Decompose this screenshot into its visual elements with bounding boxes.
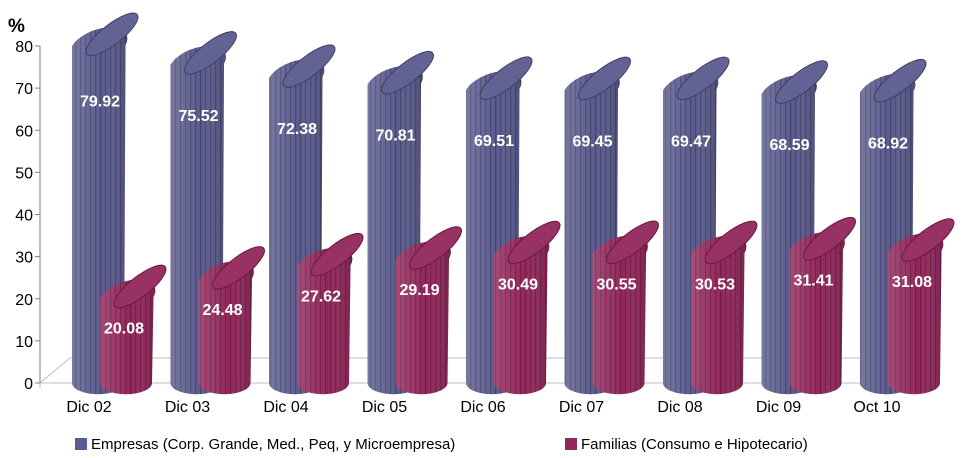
y-tick-label: 80 bbox=[15, 39, 33, 56]
y-tick-label: 40 bbox=[15, 208, 33, 225]
data-label: 70.81 bbox=[375, 128, 415, 145]
data-label: 69.47 bbox=[671, 133, 711, 150]
y-tick-label: 70 bbox=[15, 81, 33, 98]
x-tick-label: Dic 09 bbox=[756, 399, 801, 416]
legend-label-1: Empresas (Corp. Grande, Med., Peq, y Mic… bbox=[91, 436, 455, 453]
x-tick-label: Dic 04 bbox=[263, 399, 308, 416]
data-label: 68.59 bbox=[769, 137, 809, 154]
data-label: 30.53 bbox=[695, 276, 735, 293]
data-label: 69.45 bbox=[572, 133, 612, 150]
x-tick-label: Dic 08 bbox=[657, 399, 702, 416]
data-label: 30.49 bbox=[498, 277, 538, 294]
x-tick-label: Dic 02 bbox=[66, 399, 111, 416]
x-tick-label: Dic 06 bbox=[460, 399, 505, 416]
bar bbox=[888, 212, 959, 394]
data-label: 29.19 bbox=[399, 282, 439, 299]
y-tick-label: 0 bbox=[24, 376, 33, 393]
y-tick-label: 10 bbox=[15, 334, 33, 351]
data-label: 75.52 bbox=[178, 108, 218, 125]
data-label: 72.38 bbox=[277, 121, 317, 138]
data-label: 31.41 bbox=[793, 273, 833, 290]
data-label: 69.51 bbox=[474, 133, 514, 150]
x-tick-label: Dic 03 bbox=[165, 399, 210, 416]
x-tick-label: Dic 07 bbox=[559, 399, 604, 416]
data-label: 31.08 bbox=[892, 274, 932, 291]
data-label: 30.55 bbox=[596, 276, 636, 293]
chart-bars bbox=[72, 7, 959, 394]
data-label: 24.48 bbox=[202, 302, 242, 319]
legend-swatch-1 bbox=[75, 438, 87, 450]
data-label: 68.92 bbox=[868, 136, 908, 153]
y-unit-label: % bbox=[8, 16, 25, 37]
chart-legend: Empresas (Corp. Grande, Med., Peq, y Mic… bbox=[75, 436, 808, 453]
y-tick-label: 30 bbox=[15, 250, 33, 267]
legend-label-2: Familias (Consumo e Hipotecario) bbox=[581, 436, 808, 453]
x-tick-label: Oct 10 bbox=[853, 399, 900, 416]
data-label: 20.08 bbox=[104, 320, 144, 337]
data-label: 79.92 bbox=[80, 93, 120, 110]
y-tick-label: 20 bbox=[15, 292, 33, 309]
legend-swatch-2 bbox=[565, 438, 577, 450]
data-label: 27.62 bbox=[301, 289, 341, 306]
y-tick-label: 50 bbox=[15, 165, 33, 182]
x-tick-label: Dic 05 bbox=[362, 399, 407, 416]
y-tick-label: 60 bbox=[15, 123, 33, 140]
